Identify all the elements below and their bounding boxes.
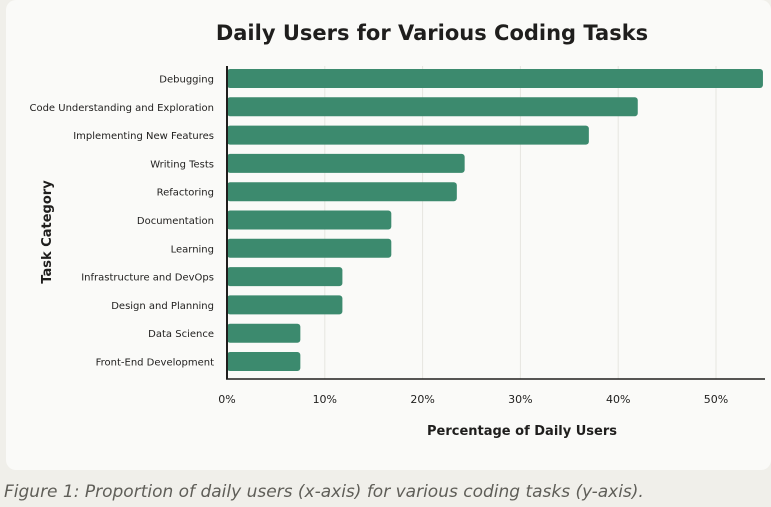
bar [227,295,343,315]
bar [227,352,301,371]
chart-card: Daily Users for Various Coding Tasks Deb… [6,0,771,470]
bar [227,69,763,88]
bar [227,210,392,230]
x-tick-label: 30% [508,393,532,406]
x-axis-label: Percentage of Daily Users [427,424,617,439]
bar [227,323,301,343]
y-axis-label: Task Category [40,180,55,284]
bar [227,267,343,287]
category-label: Debugging [159,75,214,86]
bar [227,238,392,258]
chart-title: Daily Users for Various Coding Tasks [216,21,648,45]
bar [227,97,638,117]
x-tick-label: 50% [704,393,728,406]
category-label: Implementing New Features [73,131,214,142]
bar [227,125,589,145]
category-label: Code Understanding and Exploration [29,103,214,114]
category-label: Writing Tests [150,159,214,170]
x-tick-label: 20% [410,393,434,406]
category-label: Design and Planning [111,301,214,312]
x-tick-label: 40% [606,393,630,406]
category-label: Data Science [148,329,214,340]
category-label: Documentation [137,216,214,227]
x-tick-label: 0% [218,393,235,406]
bar [227,153,465,173]
category-label: Refactoring [157,188,214,199]
category-label: Learning [171,244,214,255]
category-label: Infrastructure and DevOps [81,273,214,284]
bar [227,182,457,202]
category-label: Front-End Development [96,358,214,369]
x-tick-label: 10% [313,393,337,406]
figure-caption: Figure 1: Proportion of daily users (x-a… [4,482,644,502]
bar-chart: Daily Users for Various Coding Tasks Deb… [29,21,765,439]
